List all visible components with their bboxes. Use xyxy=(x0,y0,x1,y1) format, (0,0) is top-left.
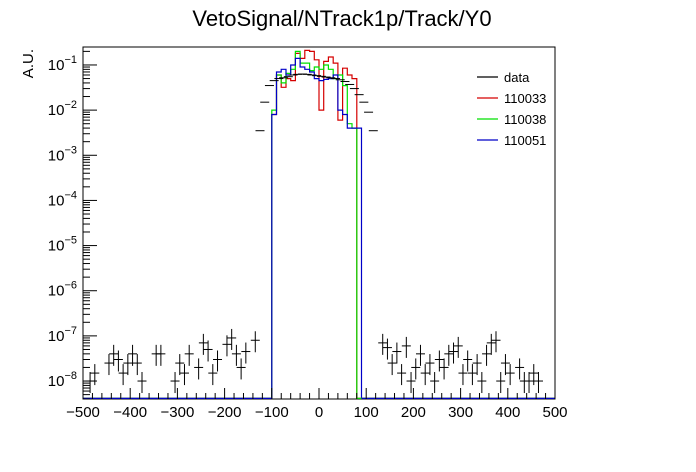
data-point xyxy=(132,354,142,376)
data-point xyxy=(128,344,138,366)
data-point xyxy=(472,354,482,376)
x-tick-label: 400 xyxy=(495,404,520,421)
data-point xyxy=(382,338,392,360)
data-point xyxy=(449,342,459,364)
y-tick-label: 10−4 xyxy=(48,189,77,209)
data-point xyxy=(500,354,510,376)
legend: data 110033 110038 110051 xyxy=(477,70,546,148)
data-point xyxy=(109,344,119,366)
x-tick-label: −500 xyxy=(66,404,100,421)
data-point xyxy=(420,364,430,386)
y-tick-label: 10−1 xyxy=(48,54,77,74)
legend-label: 110051 xyxy=(504,133,546,148)
data-point xyxy=(236,358,246,380)
legend-label: data xyxy=(504,70,530,85)
data-point xyxy=(411,358,421,380)
data-point xyxy=(222,335,232,357)
data-point xyxy=(430,372,440,394)
chart-title: VetoSignal/NTrack1p/Track/Y0 xyxy=(192,6,491,31)
data-point xyxy=(170,372,180,394)
data-point xyxy=(463,350,473,372)
data-point xyxy=(482,344,492,366)
data-point xyxy=(533,372,543,394)
data-point xyxy=(434,350,444,372)
x-tick-label: −400 xyxy=(113,404,147,421)
legend-item: 110033 xyxy=(477,91,546,106)
x-tick-label: 0 xyxy=(315,404,323,421)
data-point xyxy=(392,342,402,364)
data-point xyxy=(118,364,128,386)
data-point xyxy=(529,364,539,386)
data-point xyxy=(467,364,477,386)
data-point xyxy=(113,350,123,372)
data-point xyxy=(439,358,449,380)
data-point xyxy=(250,331,260,353)
y-tick-label: 10−8 xyxy=(48,370,77,390)
data-point xyxy=(415,344,425,366)
legend-label: 110033 xyxy=(504,91,546,106)
data-point xyxy=(137,372,147,394)
data-point xyxy=(524,372,534,394)
y-tick-label: 10−3 xyxy=(48,144,77,164)
data-point xyxy=(477,372,487,394)
data-point xyxy=(156,344,166,366)
y-axis-label: A.U. xyxy=(20,49,37,78)
data-point xyxy=(453,336,463,358)
x-tick-label: 200 xyxy=(401,404,426,421)
data-point xyxy=(458,364,468,386)
data-point xyxy=(406,372,416,394)
data-point xyxy=(491,331,501,353)
data-point xyxy=(401,336,411,358)
data-point xyxy=(179,364,189,386)
legend-item: 110051 xyxy=(477,133,546,148)
data-point xyxy=(227,328,237,350)
data-point xyxy=(397,364,407,386)
data-point xyxy=(175,354,185,376)
data-point xyxy=(208,364,218,386)
legend-item: 110038 xyxy=(477,112,546,127)
data-point xyxy=(505,364,515,386)
x-tick-label: 300 xyxy=(448,404,473,421)
y-tick-label: 10−7 xyxy=(48,325,77,345)
data-point xyxy=(203,340,213,362)
data-point xyxy=(387,354,397,376)
series-layer xyxy=(83,49,555,399)
data-point xyxy=(425,354,435,376)
data-point xyxy=(184,344,194,366)
x-tick-label: −100 xyxy=(255,404,289,421)
y-tick-label: 10−2 xyxy=(48,99,77,119)
x-tick-label: 500 xyxy=(542,404,567,421)
x-tick-label: −300 xyxy=(161,404,195,421)
data-point xyxy=(123,354,133,376)
data-point xyxy=(194,358,204,380)
y-tick-label: 10−6 xyxy=(48,280,77,300)
data-point xyxy=(486,333,496,355)
data-point xyxy=(378,333,388,355)
data-point xyxy=(444,344,454,366)
y-tick-label: 10−5 xyxy=(48,235,77,255)
data-point xyxy=(104,354,114,376)
data-point xyxy=(90,364,100,386)
x-tick-label: −200 xyxy=(208,404,242,421)
legend-label: 110038 xyxy=(504,112,546,127)
data-point xyxy=(213,350,223,372)
data-point xyxy=(198,333,208,355)
data-point xyxy=(241,342,251,364)
data-point xyxy=(231,344,241,366)
data-point xyxy=(496,372,506,394)
x-tick-label: 100 xyxy=(354,404,379,421)
axes-layer: −500 −400 −300 −200 −100 0 100 200 300 400 500 10−8… xyxy=(48,50,568,421)
legend-item: data xyxy=(477,70,530,85)
series-110038-step xyxy=(271,50,358,399)
data-point xyxy=(515,358,525,380)
